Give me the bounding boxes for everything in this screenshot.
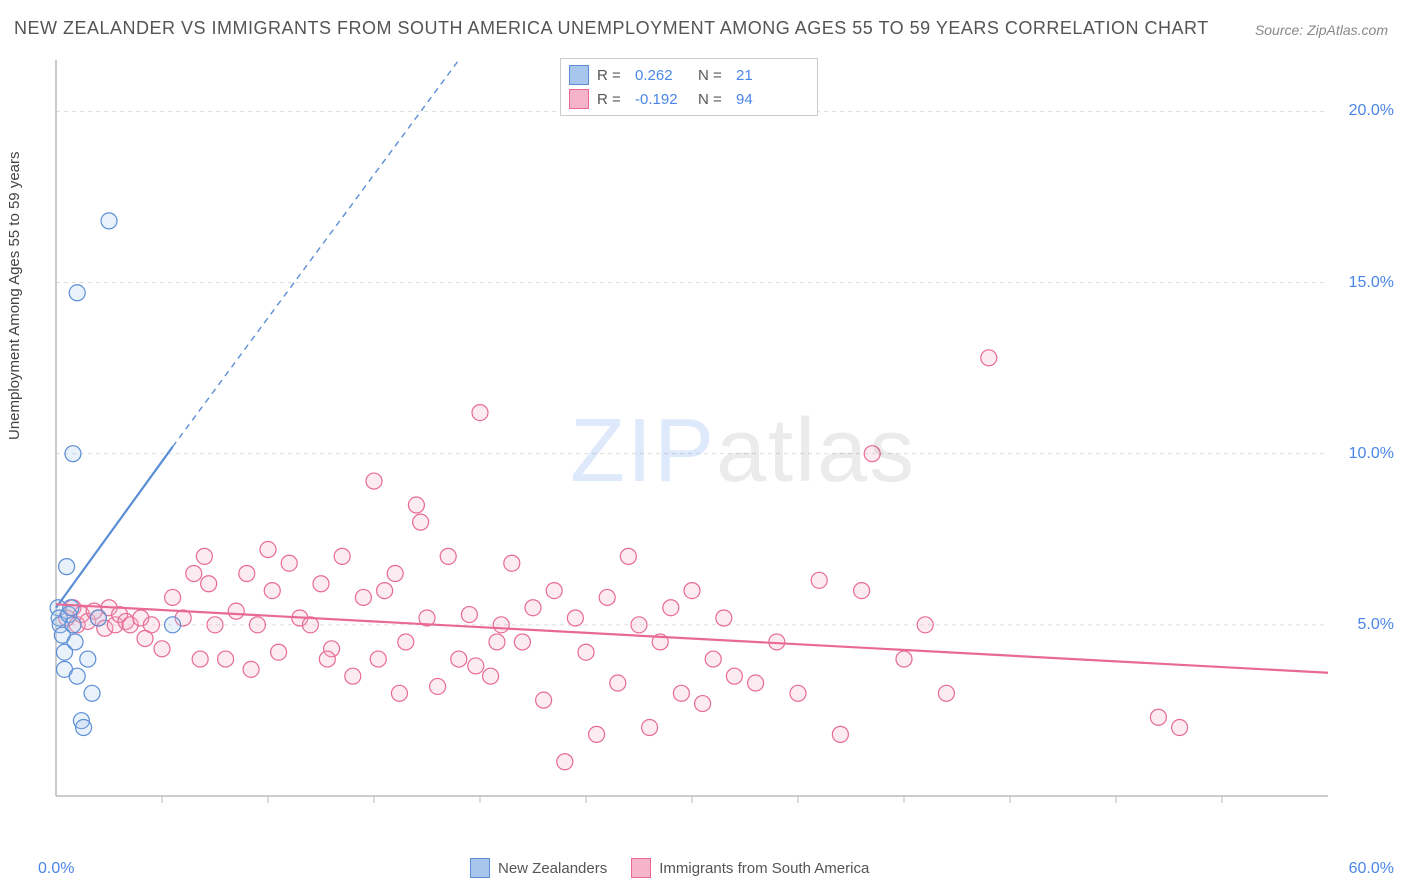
n-label: N =: [698, 91, 728, 108]
legend-row: R = -0.192 N = 94: [569, 87, 809, 111]
series-swatch-icon: [569, 65, 589, 85]
legend-entry: New Zealanders: [470, 858, 607, 878]
legend-entry: Immigrants from South America: [631, 858, 869, 878]
r-value: 0.262: [635, 67, 690, 84]
y-tick-label: 10.0%: [1349, 445, 1394, 463]
source-citation: Source: ZipAtlas.com: [1255, 22, 1388, 38]
chart-title: NEW ZEALANDER VS IMMIGRANTS FROM SOUTH A…: [14, 18, 1209, 39]
series-swatch-icon: [569, 89, 589, 109]
source-value: ZipAtlas.com: [1307, 22, 1388, 38]
correlation-legend: R = 0.262 N = 21 R = -0.192 N = 94: [560, 58, 818, 116]
y-tick-label: 15.0%: [1349, 274, 1394, 292]
series-name: Immigrants from South America: [659, 860, 869, 877]
r-value: -0.192: [635, 91, 690, 108]
scatter-plot: [48, 56, 1388, 836]
y-axis-label: Unemployment Among Ages 55 to 59 years: [6, 151, 23, 440]
n-label: N =: [698, 67, 728, 84]
n-value: 94: [736, 91, 766, 108]
y-tick-label: 5.0%: [1358, 616, 1394, 634]
x-tick-max: 60.0%: [1349, 860, 1394, 878]
source-label: Source:: [1255, 22, 1303, 38]
r-label: R =: [597, 67, 627, 84]
chart-container: NEW ZEALANDER VS IMMIGRANTS FROM SOUTH A…: [0, 0, 1406, 892]
series-swatch-icon: [470, 858, 490, 878]
x-tick-min: 0.0%: [38, 860, 74, 878]
legend-row: R = 0.262 N = 21: [569, 63, 809, 87]
series-legend: New Zealanders Immigrants from South Ame…: [470, 858, 869, 878]
n-value: 21: [736, 67, 766, 84]
series-swatch-icon: [631, 858, 651, 878]
series-name: New Zealanders: [498, 860, 607, 877]
r-label: R =: [597, 91, 627, 108]
y-tick-label: 20.0%: [1349, 102, 1394, 120]
